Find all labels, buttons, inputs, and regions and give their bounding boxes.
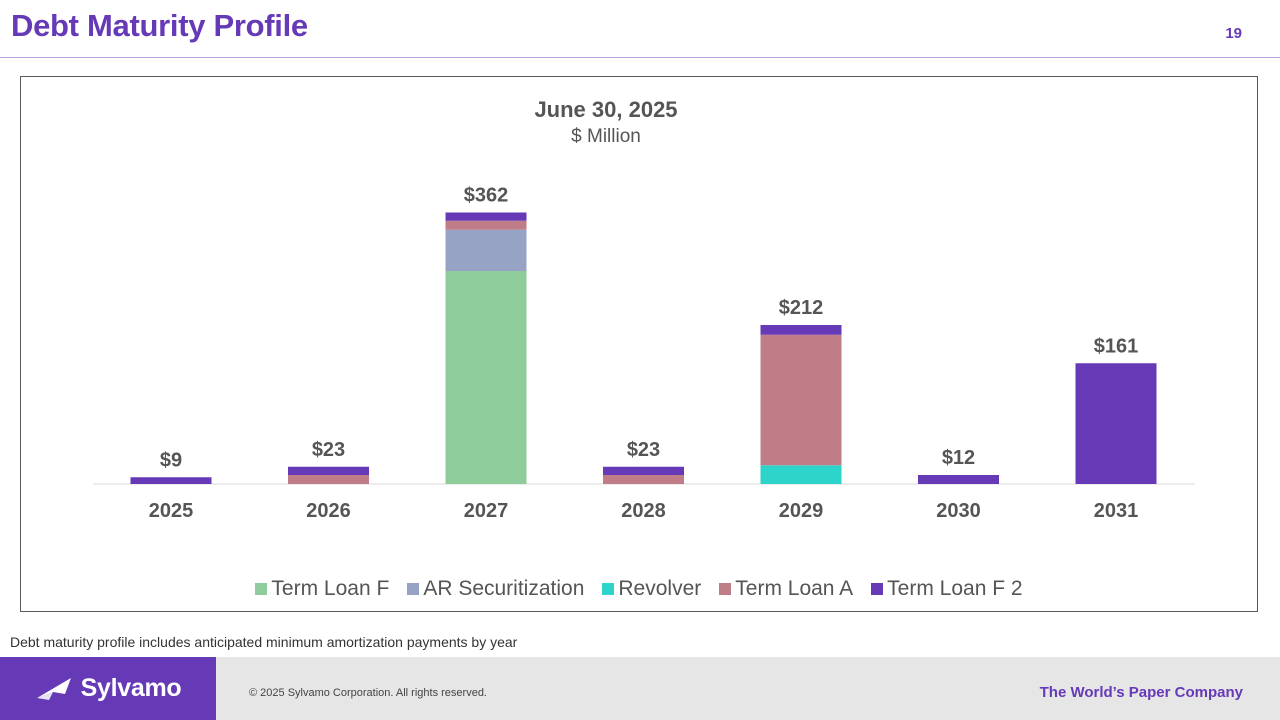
legend-item-0: Term Loan F <box>255 577 389 601</box>
x-tick-label-2025: 2025 <box>149 500 194 522</box>
total-label-2029: $212 <box>779 297 824 319</box>
chart-frame: June 30, 2025 $ Million $9 2025 $23 2026 $36… <box>20 76 1258 612</box>
legend-item-1: AR Securitization <box>407 577 584 601</box>
legend-label: AR Securitization <box>423 577 585 600</box>
legend-item-2: Revolver <box>602 577 701 601</box>
debt-maturity-chart: June 30, 2025 $ Million $9 2025 $23 2026 $36… <box>93 97 1195 523</box>
x-tick-label-2026: 2026 <box>306 500 351 522</box>
total-label-2025: $9 <box>160 449 182 471</box>
total-label-2026: $23 <box>312 439 345 461</box>
legend-item-3: Term Loan A <box>719 577 853 601</box>
legend-label: Term Loan A <box>735 577 854 600</box>
legend-swatch <box>255 583 268 595</box>
legend-label: Term Loan F 2 <box>887 577 1023 600</box>
chart-legend: Term Loan F AR Securitization Revolver Term… <box>21 577 1257 601</box>
bar-2031-series-4 <box>1075 363 1157 484</box>
bar-2029-series-3 <box>760 334 842 466</box>
bar-2029-series-2 <box>760 465 842 484</box>
legend-swatch <box>719 583 732 595</box>
legend-swatch <box>407 583 420 595</box>
bar-2030-series-4 <box>918 475 999 484</box>
bar-2027-series-3 <box>445 220 527 230</box>
bar-2028-series-4 <box>603 466 684 475</box>
total-label-2028: $23 <box>627 439 660 461</box>
total-label-2031: $161 <box>1094 335 1139 357</box>
bar-2028-series-3 <box>603 475 684 484</box>
legend-swatch <box>602 583 615 595</box>
x-tick-label-2029: 2029 <box>779 500 824 522</box>
bar-2026-series-4 <box>288 466 369 475</box>
legend-item-4: Term Loan F 2 <box>871 577 1023 601</box>
x-tick-label-2031: 2031 <box>1094 500 1139 522</box>
bar-2027-series-1 <box>445 229 527 271</box>
logo-text: Sylvamo <box>80 674 182 702</box>
copyright-text: © 2025 Sylvamo Corporation. All rights r… <box>249 687 487 699</box>
bar-2025-series-4 <box>130 477 212 484</box>
x-tick-label-2030: 2030 <box>936 500 981 522</box>
page-number: 19 <box>1225 25 1242 42</box>
legend-swatch <box>871 583 884 595</box>
x-tick-label-2027: 2027 <box>464 500 509 522</box>
page-title: Debt Maturity Profile <box>11 8 308 43</box>
footer: Sylvamo © 2025 Sylvamo Corporation. All … <box>0 657 1280 720</box>
title-divider <box>0 57 1280 58</box>
legend-label: Term Loan F <box>271 577 390 600</box>
bars-layer <box>130 212 1157 484</box>
logo-mark-icon <box>36 677 71 700</box>
chart-subtitle: $ Million <box>571 126 641 147</box>
x-tick-label-2028: 2028 <box>621 500 666 522</box>
footnote: Debt maturity profile includes anticipat… <box>10 634 518 650</box>
total-label-2027: $362 <box>464 185 509 207</box>
labels-layer: $9 2025 $23 2026 $362 2027 $23 2028 $212 2029 $12 2… <box>149 185 1139 523</box>
chart-title: June 30, 2025 <box>534 97 677 122</box>
bar-2029-series-4 <box>760 325 842 335</box>
bar-2026-series-3 <box>288 475 369 484</box>
legend-label: Revolver <box>618 577 702 600</box>
bar-2027-series-4 <box>445 212 527 221</box>
bar-2027-series-0 <box>445 271 527 484</box>
total-label-2030: $12 <box>942 447 975 469</box>
sylvamo-logo: Sylvamo <box>0 657 216 720</box>
tagline: The World’s Paper Company <box>1039 684 1243 701</box>
